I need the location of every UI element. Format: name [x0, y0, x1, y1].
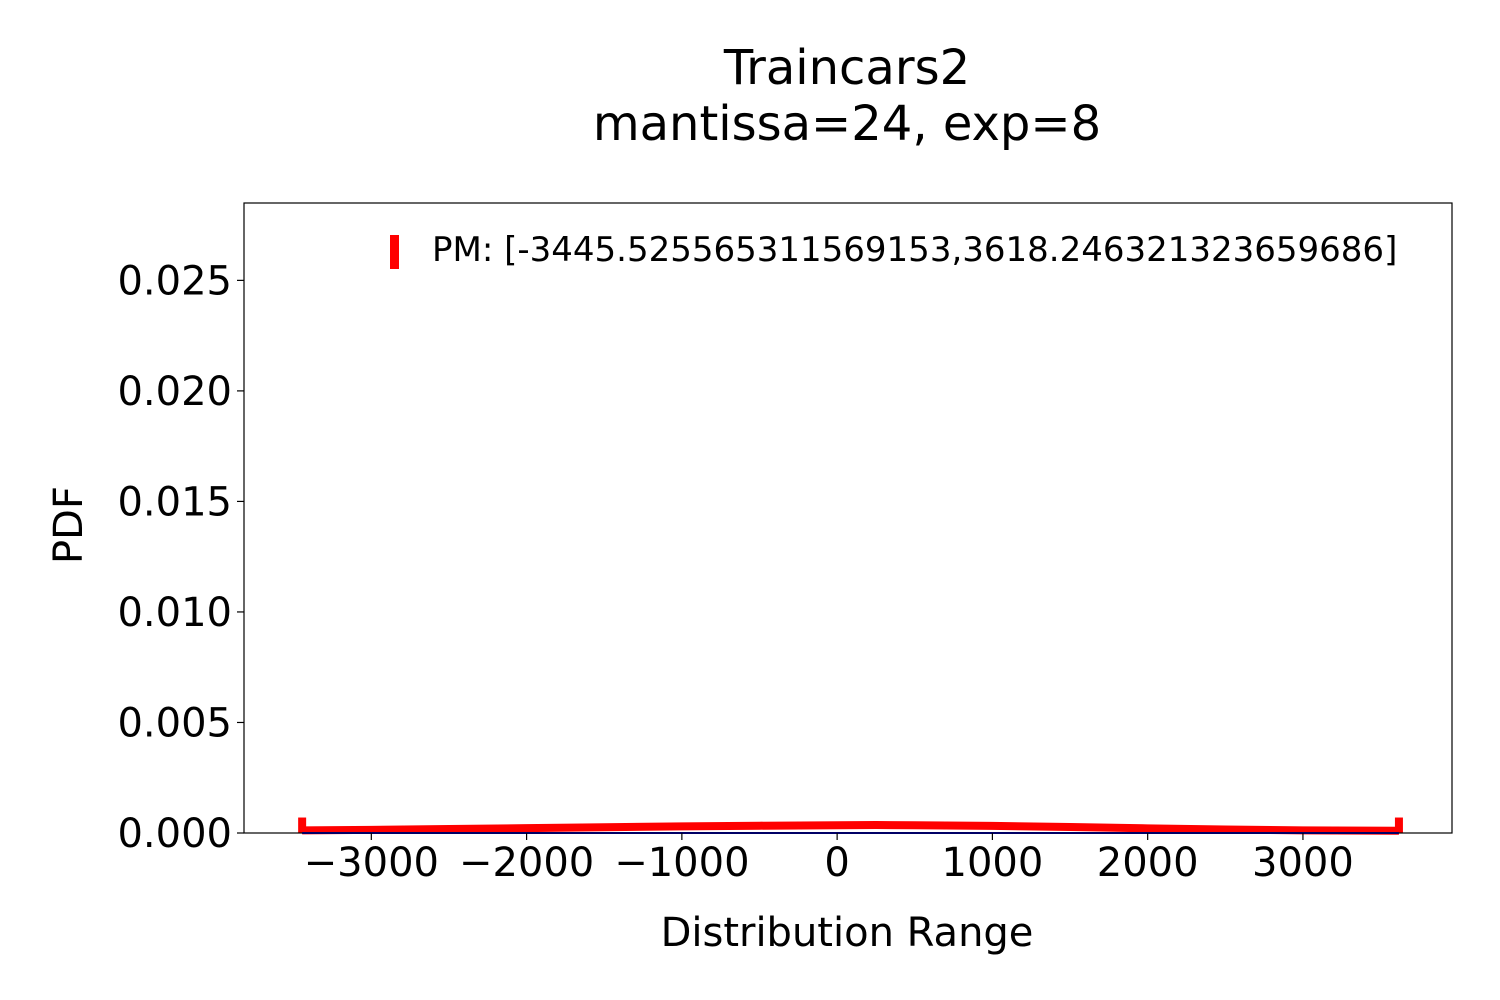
x-axis-label: Distribution Range [661, 910, 1034, 956]
plot-frame [243, 202, 1453, 834]
x-axis: −3000 −2000 −1000 0 1000 2000 3000 [304, 833, 1354, 886]
y-tick-label: 0.000 [117, 811, 232, 857]
legend-marker [390, 235, 399, 269]
x-tick-label: −3000 [304, 840, 439, 886]
chart-subtitle: mantissa=24, exp=8 [593, 96, 1101, 152]
x-tick-label: 1000 [942, 840, 1044, 886]
y-tick-label: 0.005 [117, 700, 232, 746]
x-tick-label: 3000 [1252, 840, 1354, 886]
y-axis: 0.000 0.005 0.010 0.015 0.020 0.025 [117, 258, 244, 857]
y-tick-label: 0.025 [117, 258, 232, 304]
x-tick-label: −1000 [614, 840, 749, 886]
legend: PM: [-3445.525565311569153,3618.24632132… [390, 230, 1397, 270]
y-tick-label: 0.010 [117, 590, 232, 636]
x-tick-label: 2000 [1097, 840, 1199, 886]
x-tick-label: 0 [824, 840, 849, 886]
chart-title: Traincars2 [723, 40, 970, 96]
legend-entry: PM: [-3445.525565311569153,3618.24632132… [432, 230, 1397, 270]
y-tick-label: 0.020 [117, 369, 232, 415]
y-axis-label: PDF [46, 486, 92, 564]
series-line-pm [302, 821, 1399, 835]
y-tick-label: 0.015 [117, 479, 232, 525]
plot-area [298, 817, 1403, 835]
x-tick-label: −2000 [459, 840, 594, 886]
